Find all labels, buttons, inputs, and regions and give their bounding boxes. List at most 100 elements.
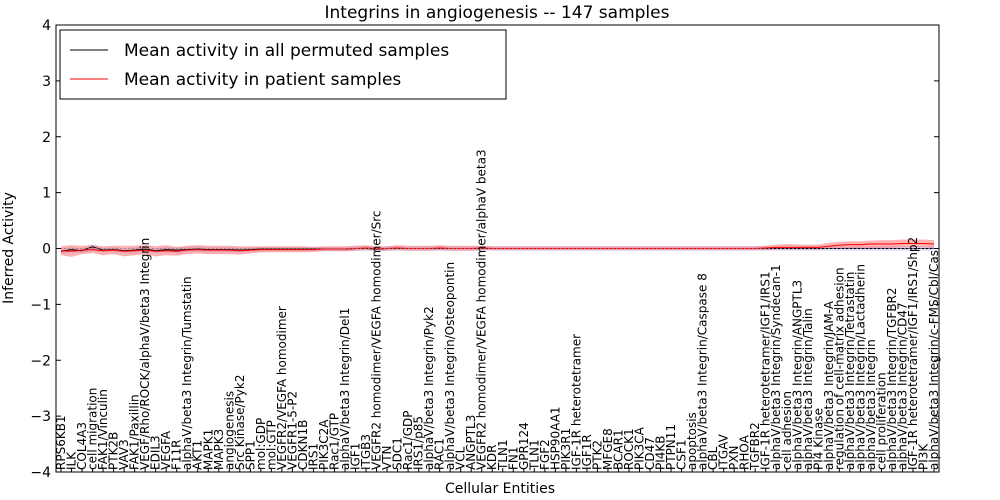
legend-label-patient: Mean activity in patient samples — [124, 70, 401, 90]
x-axis-title: Cellular Entities — [445, 481, 555, 497]
y-tick-label: 2 — [42, 130, 51, 146]
x-tick-label: VEGF/Rho/ROCK/alphaV/beta3 Integrin — [138, 238, 152, 470]
x-tick-label: Src Kinase/Pyk2 — [233, 375, 247, 470]
x-tick-label: mol:GDP — [254, 418, 268, 470]
x-tick-label: FN1 — [506, 446, 520, 470]
x-tick-label: VEGFR2 homodimer/VEGFA homodimer/Src — [370, 210, 384, 470]
x-tick-label: regulation of cell-matrix adhesion — [832, 267, 846, 470]
x-tick-label: EDIL3 — [149, 435, 163, 470]
x-tick-label: VEGFR2 homodimer/VEGFA homodimer/alphaV … — [475, 149, 489, 470]
x-tick-label: PIK3CA — [632, 426, 646, 470]
y-tick-label: 3 — [42, 74, 51, 90]
x-tick-label: CD47 — [643, 437, 657, 470]
x-tick-label: alphaV/beta3 Integrin/Lactadherin — [853, 264, 867, 470]
x-tick-label: alphaV/beta3 Integrin/Pyk2 — [422, 306, 436, 470]
legend: Mean activity in all permuted samples Me… — [59, 29, 507, 100]
x-tick-label: VEGFR1-5-P2 — [285, 391, 299, 470]
y-tick-label: 0 — [42, 242, 51, 258]
x-tick-label: alphaV/beta3 Integrin/Del1 — [338, 308, 352, 470]
x-tick-label: IRS1/p85 — [412, 416, 426, 470]
x-tick-label: ITGAV — [717, 433, 731, 470]
x-tick-label: alphaV/beta3 Integrin/c-FMS/Cbl/Cas — [927, 250, 941, 470]
x-tick-label: RPS6KB1 — [54, 415, 68, 470]
x-tick-label: VAV3 — [117, 439, 131, 470]
x-tick-label: CDKN1B — [296, 420, 310, 470]
x-tick-label: RHOA — [738, 434, 752, 470]
x-tick-label: FAK1/Paxillin — [128, 394, 142, 470]
x-tick-label: alphaV/beta3 Integrin/Tetrastatin — [843, 272, 857, 470]
x-tick-label: PIK3R1 — [559, 428, 573, 470]
x-tick-label: alphaV/beta3 Integrin/ANGPTL3 — [790, 280, 804, 470]
x-tick-label: cell proliferation — [874, 372, 888, 470]
x-tick-label: TLN1 — [527, 439, 541, 471]
x-tick-label: COL4A3 — [75, 422, 89, 470]
y-axis-title: Inferred Activity — [1, 192, 17, 304]
x-tick-label: ANGPTL3 — [464, 415, 478, 470]
x-tick-label: alphaV/beta3 Integrin/Talin — [801, 308, 815, 470]
x-tick-label: MFGE8 — [601, 428, 615, 470]
x-tick-label: AKT1 — [191, 440, 205, 470]
x-tick-label: IGF-1R heterotetramer — [569, 334, 583, 470]
x-tick-label: IGF-1R heterotetramer/IGF1/IRS1/Shp2 — [906, 237, 920, 470]
y-tick-label: −3 — [30, 409, 51, 425]
x-tick-label: Rac1/GDP — [401, 411, 415, 470]
x-tick-label: VCL — [454, 446, 468, 470]
x-tick-label: alphaV/beta3 Integrin/CD47 — [895, 302, 909, 470]
x-tick-label: alphaV/beta3 Integrin/JAM-A — [822, 300, 836, 470]
x-tick-label: IGF-1R heterotetramer/IGF1/IRS1 — [759, 271, 773, 470]
x-tick-label: PI4 Kinase — [811, 408, 825, 470]
x-tick-label: IGF1 — [349, 443, 363, 470]
x-tick-label: MAPK3 — [212, 429, 226, 470]
x-tick-label: ITGB3 — [359, 434, 373, 470]
x-tick-label: PTPN11 — [664, 424, 678, 470]
x-tick-label: cell migration — [86, 388, 100, 470]
x-tick-label: PIK3C2A — [317, 419, 331, 470]
x-tick-label: FAK1/Vinculin — [96, 389, 110, 470]
x-tick-label: alphaV/beta3 Integrin/Osteopontin — [443, 262, 457, 470]
x-tick-label: TGFBR2 — [748, 422, 762, 471]
x-tick-label: angiogenesis — [222, 391, 236, 470]
x-tick-label: PTK2 — [590, 440, 604, 470]
y-tick-label: −2 — [30, 353, 51, 369]
x-tick-label: cell adhesion — [780, 391, 794, 470]
x-tick-label: RAC1 — [433, 438, 447, 470]
legend-box — [59, 29, 507, 100]
band-series-0 — [61, 244, 934, 255]
y-tick-label: 4 — [42, 18, 51, 34]
x-tick-label: VTN — [380, 445, 394, 470]
y-tick-label: −4 — [30, 465, 51, 481]
x-tick-label: Rac1/GTP — [327, 413, 341, 470]
x-tick-label: alphaV/beta3 Integrin/Tumstatin — [180, 276, 194, 470]
x-tick-label: SPP1 — [243, 440, 257, 470]
x-tick-label: IRS1 — [306, 443, 320, 470]
y-tick-label: 1 — [42, 186, 51, 202]
x-tick-label: CBL — [706, 446, 720, 470]
x-tick-label: PI4KB — [654, 435, 668, 470]
x-tick-label: MAPK1 — [201, 429, 215, 470]
x-tick-label: VEGFA — [159, 430, 173, 470]
x-tick-label: alphaV/beta3 Integrin/Caspase 8 — [696, 273, 710, 470]
x-tick-label: alphaV/beta3 Integrin/Syndecan-1 — [769, 264, 783, 470]
chart-title: Integrins in angiogenesis -- 147 samples — [325, 3, 670, 23]
legend-label-permuted: Mean activity in all permuted samples — [124, 41, 449, 61]
x-tick-label: IGF1R — [580, 434, 594, 470]
y-axis: −4 −3 −2 −1 0 1 2 3 4 — [30, 18, 939, 481]
x-tick-label: ROCK1 — [622, 428, 636, 470]
x-tick-label: alphaV/beta3 Integrin — [864, 339, 878, 470]
x-tick-label: TLN1 — [496, 439, 510, 471]
x-tick-label: PI3K — [916, 443, 930, 470]
x-tick-label: FGF2 — [538, 439, 552, 470]
x-tick-label: VEGFR2/VEGFA homodimer — [275, 306, 289, 470]
y-tick-label: −1 — [30, 297, 51, 313]
x-tick-label: SDC1 — [391, 437, 405, 470]
x-tick-label: apoptosis — [685, 412, 699, 470]
x-tick-label: PXN — [727, 446, 741, 470]
x-tick-label: alphaV/beta3 Integrin/TGFBR2 — [885, 287, 899, 470]
x-tick-label: BCAR1 — [611, 429, 625, 470]
x-tick-label: mol:GTP — [264, 420, 278, 470]
x-tick-label: GPR124 — [517, 422, 531, 470]
x-tick-label: KDR — [485, 445, 499, 470]
x-tick-label: HSP90AA1 — [548, 406, 562, 470]
